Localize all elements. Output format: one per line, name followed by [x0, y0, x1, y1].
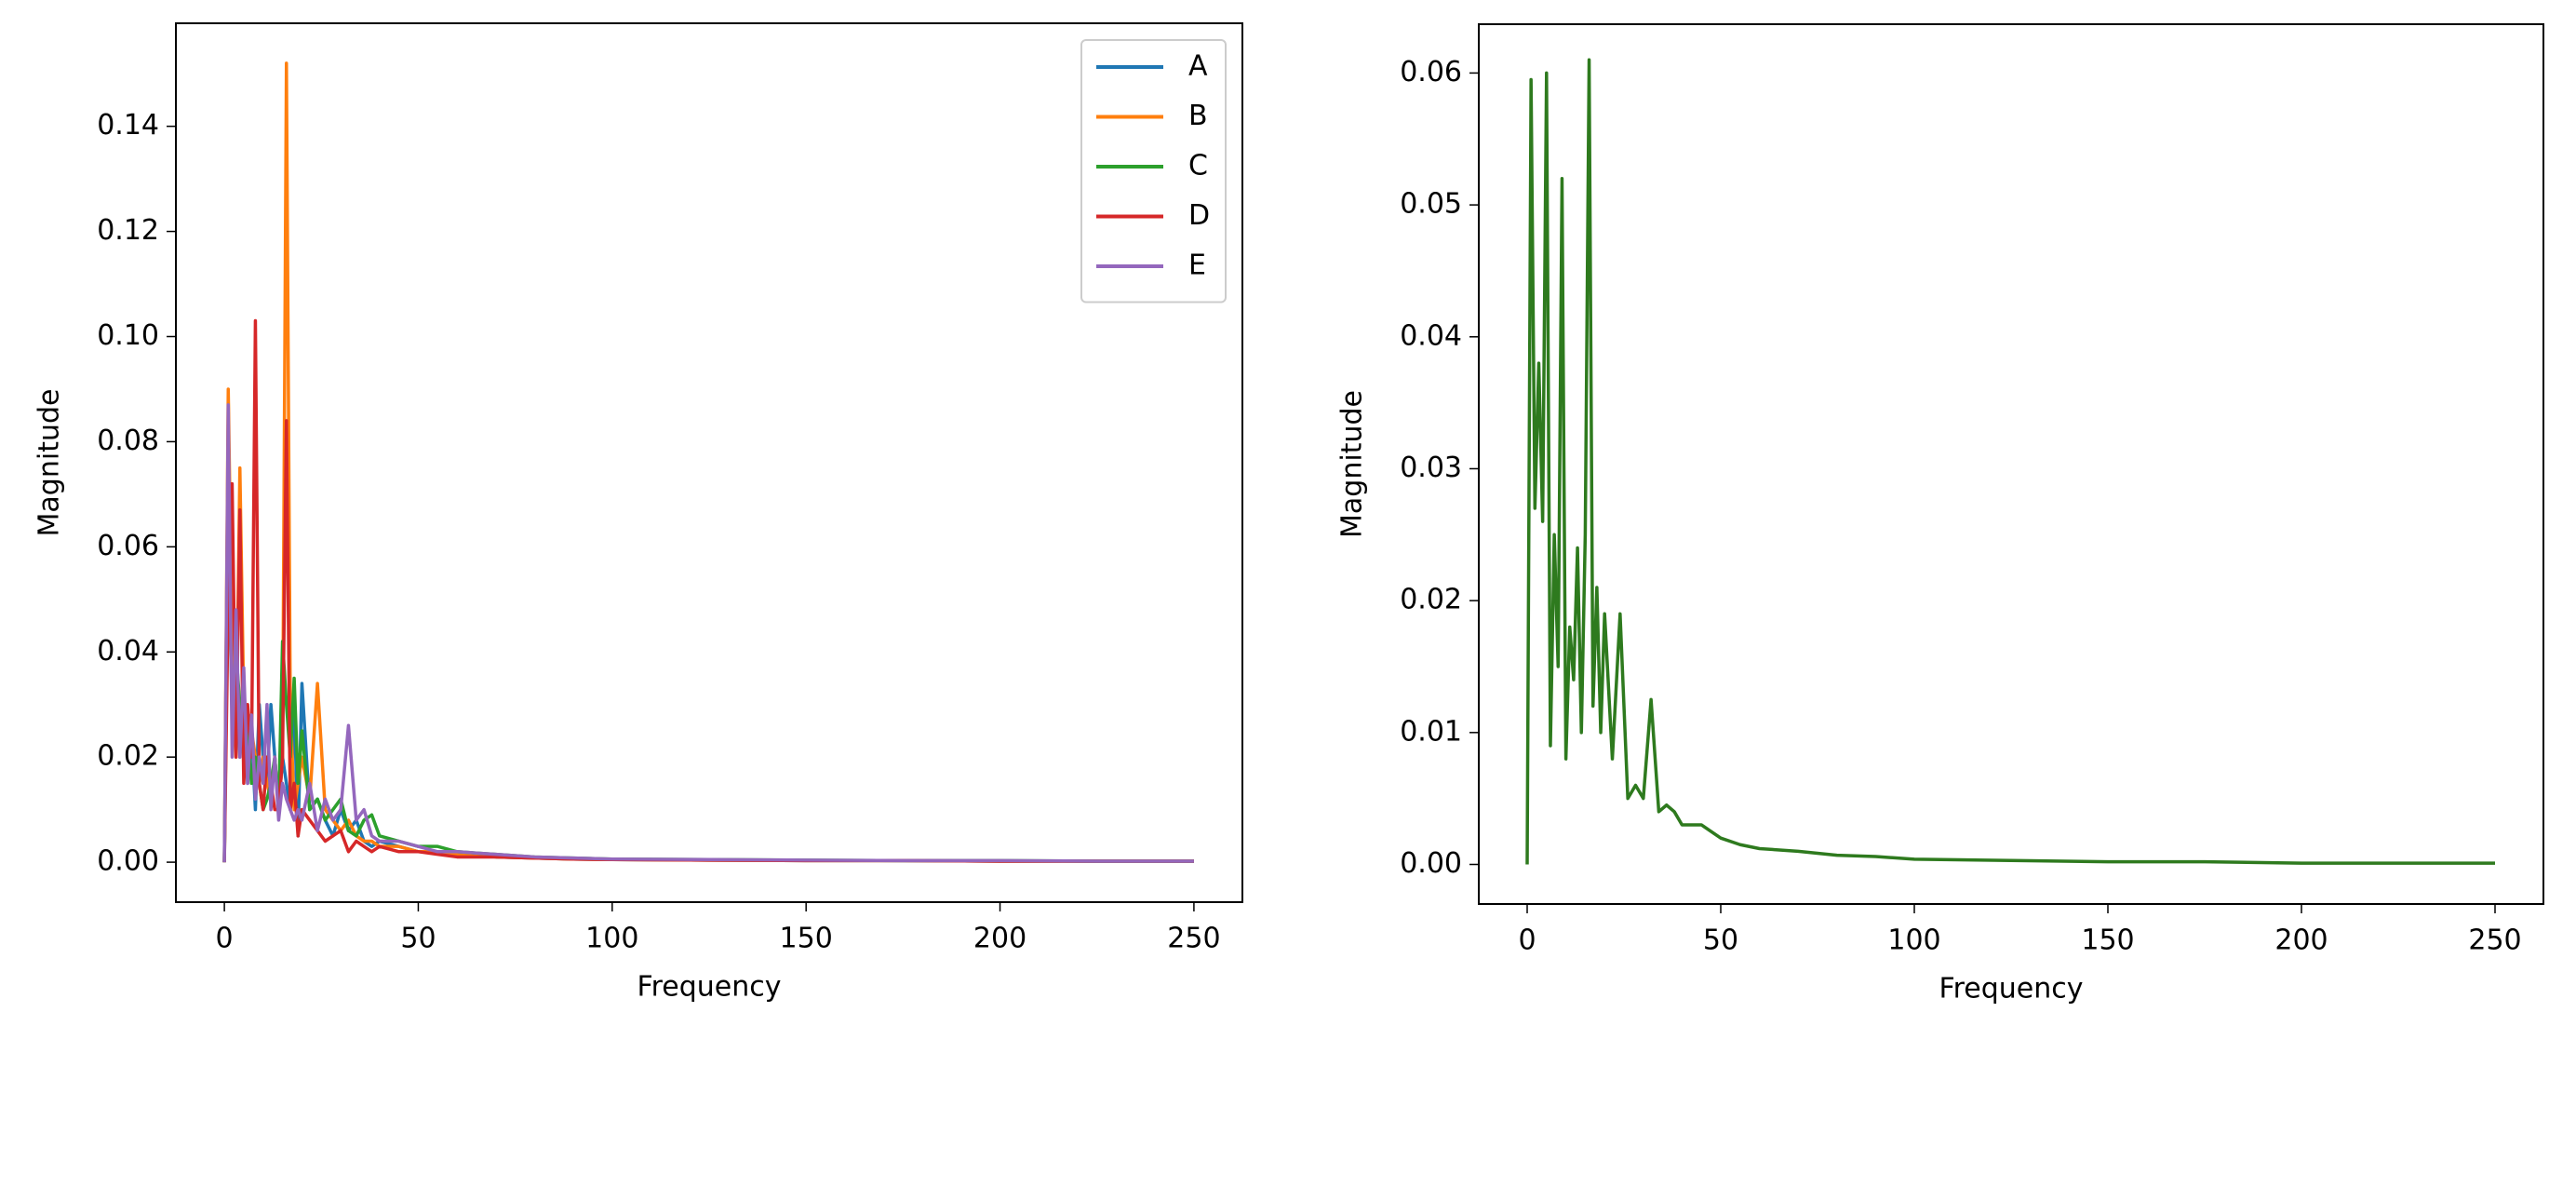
x-tick-label: 250	[1167, 923, 1220, 955]
x-tick-label: 100	[1887, 924, 1940, 957]
y-tick-label: 0.02	[1400, 584, 1462, 616]
x-tick-label: 100	[585, 923, 638, 955]
y-tick-label: 0.00	[1400, 847, 1462, 880]
y-tick-label: 0.03	[1400, 452, 1462, 484]
data-line	[222, 403, 1194, 863]
legend-box	[1080, 39, 1227, 304]
x-tick-label: 250	[2468, 924, 2521, 957]
axes-frame	[1478, 23, 2544, 905]
data-line	[1525, 58, 2495, 865]
data-line	[222, 424, 1194, 863]
x-tick-label: 50	[1703, 924, 1738, 957]
y-tick-label: 0.04	[97, 635, 159, 668]
legend-label: E	[1188, 250, 1206, 282]
x-tick-label: 150	[780, 923, 833, 955]
x-tick-label: 50	[400, 923, 436, 955]
y-tick-label: 0.08	[97, 425, 159, 457]
legend-label: C	[1188, 150, 1208, 182]
axes-frame	[175, 22, 1243, 903]
legend-label: A	[1188, 50, 1208, 83]
data-line	[222, 61, 1194, 863]
y-tick-label: 0.04	[1400, 319, 1462, 352]
y-axis-label: Magnitude	[34, 389, 66, 537]
y-axis-label: Magnitude	[1336, 390, 1369, 538]
y-tick-label: 0.06	[1400, 56, 1462, 88]
x-tick-label: 150	[2081, 924, 2134, 957]
data-line	[222, 545, 1194, 863]
y-tick-label: 0.02	[97, 740, 159, 773]
y-tick-label: 0.12	[97, 214, 159, 247]
legend-label: B	[1188, 100, 1208, 132]
x-tick-label: 0	[1518, 924, 1536, 957]
x-tick-label: 0	[216, 923, 234, 955]
y-tick-label: 0.05	[1400, 188, 1462, 221]
y-tick-label: 0.06	[97, 530, 159, 562]
legend-label: D	[1188, 199, 1210, 232]
y-tick-label: 0.14	[97, 109, 159, 142]
data-line	[222, 318, 1194, 863]
y-tick-label: 0.10	[97, 319, 159, 352]
x-tick-label: 200	[973, 923, 1026, 955]
y-tick-label: 0.01	[1400, 715, 1462, 748]
x-tick-label: 200	[2274, 924, 2328, 957]
y-tick-label: 0.00	[97, 845, 159, 878]
x-axis-label: Frequency	[637, 971, 782, 1004]
x-axis-label: Frequency	[1939, 973, 2084, 1005]
